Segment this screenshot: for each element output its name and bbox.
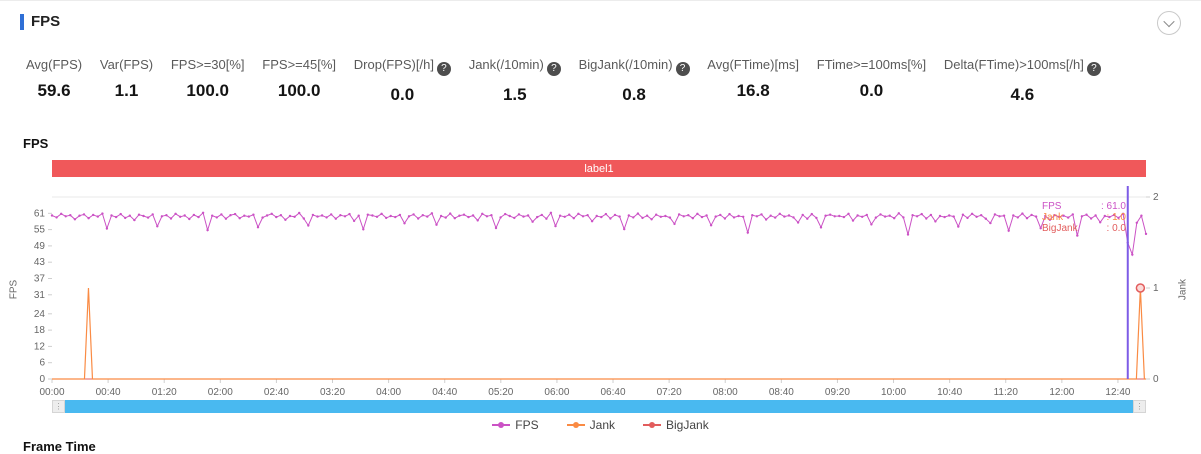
chevron-down-icon: [1163, 15, 1175, 28]
svg-text:06:40: 06:40: [601, 387, 626, 397]
scrollbar-track[interactable]: [65, 400, 1133, 413]
svg-text:2: 2: [1153, 192, 1159, 203]
stats-row: Avg(FPS) 59.6 Var(FPS) 1.1 FPS>=30[%] 10…: [0, 57, 1131, 105]
stat-drop-fps: Drop(FPS)[/h]? 0.0: [354, 57, 451, 105]
fps-section-title: FPS: [23, 136, 49, 151]
scrollbar-right-handle[interactable]: ⋮: [1133, 400, 1146, 413]
legend-label: FPS: [515, 418, 539, 432]
stat-bigjank: BigJank(/10min)? 0.8: [579, 57, 690, 105]
svg-text:07:20: 07:20: [657, 387, 682, 397]
svg-text:09:20: 09:20: [825, 387, 850, 397]
svg-text:1: 1: [1153, 283, 1159, 294]
legend-label: BigJank: [666, 418, 709, 432]
stat-jank: Jank(/10min)? 1.5: [469, 57, 561, 105]
svg-text:55: 55: [34, 225, 46, 236]
y-axis-title-jank: Jank: [1177, 278, 1189, 301]
stat-fps-ge45: FPS>=45[%] 100.0: [262, 57, 336, 105]
y-axis-title-fps: FPS: [8, 279, 20, 300]
legend-label: Jank: [589, 418, 615, 432]
svg-text:12: 12: [34, 341, 46, 352]
svg-text:10:40: 10:40: [937, 387, 962, 397]
stat-label: Drop(FPS)[/h]?: [354, 57, 451, 76]
svg-text:00:00: 00:00: [39, 387, 64, 397]
stat-label: FPS>=30[%]: [170, 57, 245, 72]
svg-text:08:00: 08:00: [713, 387, 738, 397]
svg-text:06:00: 06:00: [544, 387, 569, 397]
stat-delta-ftime: Delta(FTime)>100ms[/h]? 4.6: [944, 57, 1101, 105]
svg-text:6: 6: [39, 358, 45, 369]
fps-series-icon: [492, 422, 511, 428]
svg-text:12:40: 12:40: [1105, 387, 1130, 397]
stat-var-fps: Var(FPS) 1.1: [100, 57, 153, 105]
jank-series-icon: [566, 422, 585, 428]
svg-text:0: 0: [39, 374, 45, 385]
svg-text:18: 18: [34, 325, 46, 336]
svg-text:08:40: 08:40: [769, 387, 794, 397]
stat-label: Jank(/10min)?: [469, 57, 561, 76]
svg-text:05:20: 05:20: [488, 387, 513, 397]
svg-text:12:00: 12:00: [1049, 387, 1074, 397]
legend-item-jank[interactable]: Jank: [566, 418, 615, 432]
chart-legend: FPS Jank BigJank: [0, 418, 1201, 432]
svg-text:10:00: 10:00: [881, 387, 906, 397]
legend-item-bigjank[interactable]: BigJank: [643, 418, 709, 432]
stat-label: FPS>=45[%]: [262, 57, 337, 72]
svg-text:61: 61: [34, 208, 46, 219]
panel-title: FPS: [31, 13, 61, 30]
svg-text:04:00: 04:00: [376, 387, 401, 397]
frame-time-section-title: Frame Time: [23, 439, 96, 454]
svg-text:01:20: 01:20: [152, 387, 177, 397]
bigjank-series-icon: [643, 422, 661, 428]
stat-avg-fps: Avg(FPS) 59.6: [26, 57, 82, 105]
collapse-button[interactable]: [1157, 11, 1181, 35]
chart-label-band: label1: [52, 160, 1146, 177]
stat-ftime-ge100: FTime>=100ms[%] 0.0: [817, 57, 926, 105]
legend-item-fps[interactable]: FPS: [492, 418, 539, 432]
stat-label: BigJank(/10min)?: [579, 57, 690, 76]
svg-text:37: 37: [34, 273, 46, 284]
stat-value: 59.6: [37, 81, 71, 100]
svg-text:04:40: 04:40: [432, 387, 457, 397]
title-accent-bar: [20, 13, 24, 30]
stat-value: 0.0: [859, 81, 884, 100]
svg-text:03:20: 03:20: [320, 387, 345, 397]
help-icon[interactable]: ?: [436, 61, 451, 76]
stat-value: 1.5: [502, 84, 527, 104]
chart-tooltip: FPS61.0 Jank1.0 BigJank0.0: [1042, 201, 1126, 234]
stat-label: Delta(FTime)>100ms[/h]?: [944, 57, 1101, 76]
svg-text:24: 24: [34, 309, 46, 320]
stat-value: 0.0: [390, 84, 415, 104]
stat-avg-ftime: Avg(FTime)[ms] 16.8: [707, 57, 799, 105]
svg-text:49: 49: [34, 241, 46, 252]
stat-value: 100.0: [186, 81, 229, 100]
stat-fps-ge30: FPS>=30[%] 100.0: [171, 57, 245, 105]
panel-header: FPS: [20, 13, 60, 30]
help-icon[interactable]: ?: [546, 61, 561, 76]
tooltip-line-jank: Jank1.0: [1042, 212, 1126, 223]
stat-value: 0.8: [622, 84, 646, 104]
svg-text:02:00: 02:00: [208, 387, 233, 397]
tooltip-line-bigjank: BigJank0.0: [1042, 223, 1126, 234]
svg-text:00:40: 00:40: [96, 387, 121, 397]
stat-value: 100.0: [277, 81, 321, 100]
stat-label: Avg(FTime)[ms]: [707, 57, 800, 72]
help-icon[interactable]: ?: [675, 61, 690, 76]
svg-text:02:40: 02:40: [264, 387, 289, 397]
svg-text:11:20: 11:20: [994, 387, 1019, 397]
help-icon[interactable]: ?: [1086, 61, 1101, 76]
stat-label: FTime>=100ms[%]: [816, 57, 927, 72]
svg-text:43: 43: [34, 257, 46, 268]
stat-label: Var(FPS): [99, 57, 154, 72]
stat-value: 4.6: [1010, 84, 1035, 104]
svg-text:0: 0: [1153, 374, 1159, 385]
stat-value: 1.1: [114, 81, 139, 100]
stat-value: 16.8: [736, 81, 770, 100]
tooltip-line-fps: FPS61.0: [1042, 201, 1126, 212]
chart-scrollbar: ⋮ ⋮: [52, 400, 1146, 413]
scrollbar-left-handle[interactable]: ⋮: [52, 400, 65, 413]
svg-text:31: 31: [34, 290, 46, 301]
stat-label: Avg(FPS): [26, 57, 83, 72]
